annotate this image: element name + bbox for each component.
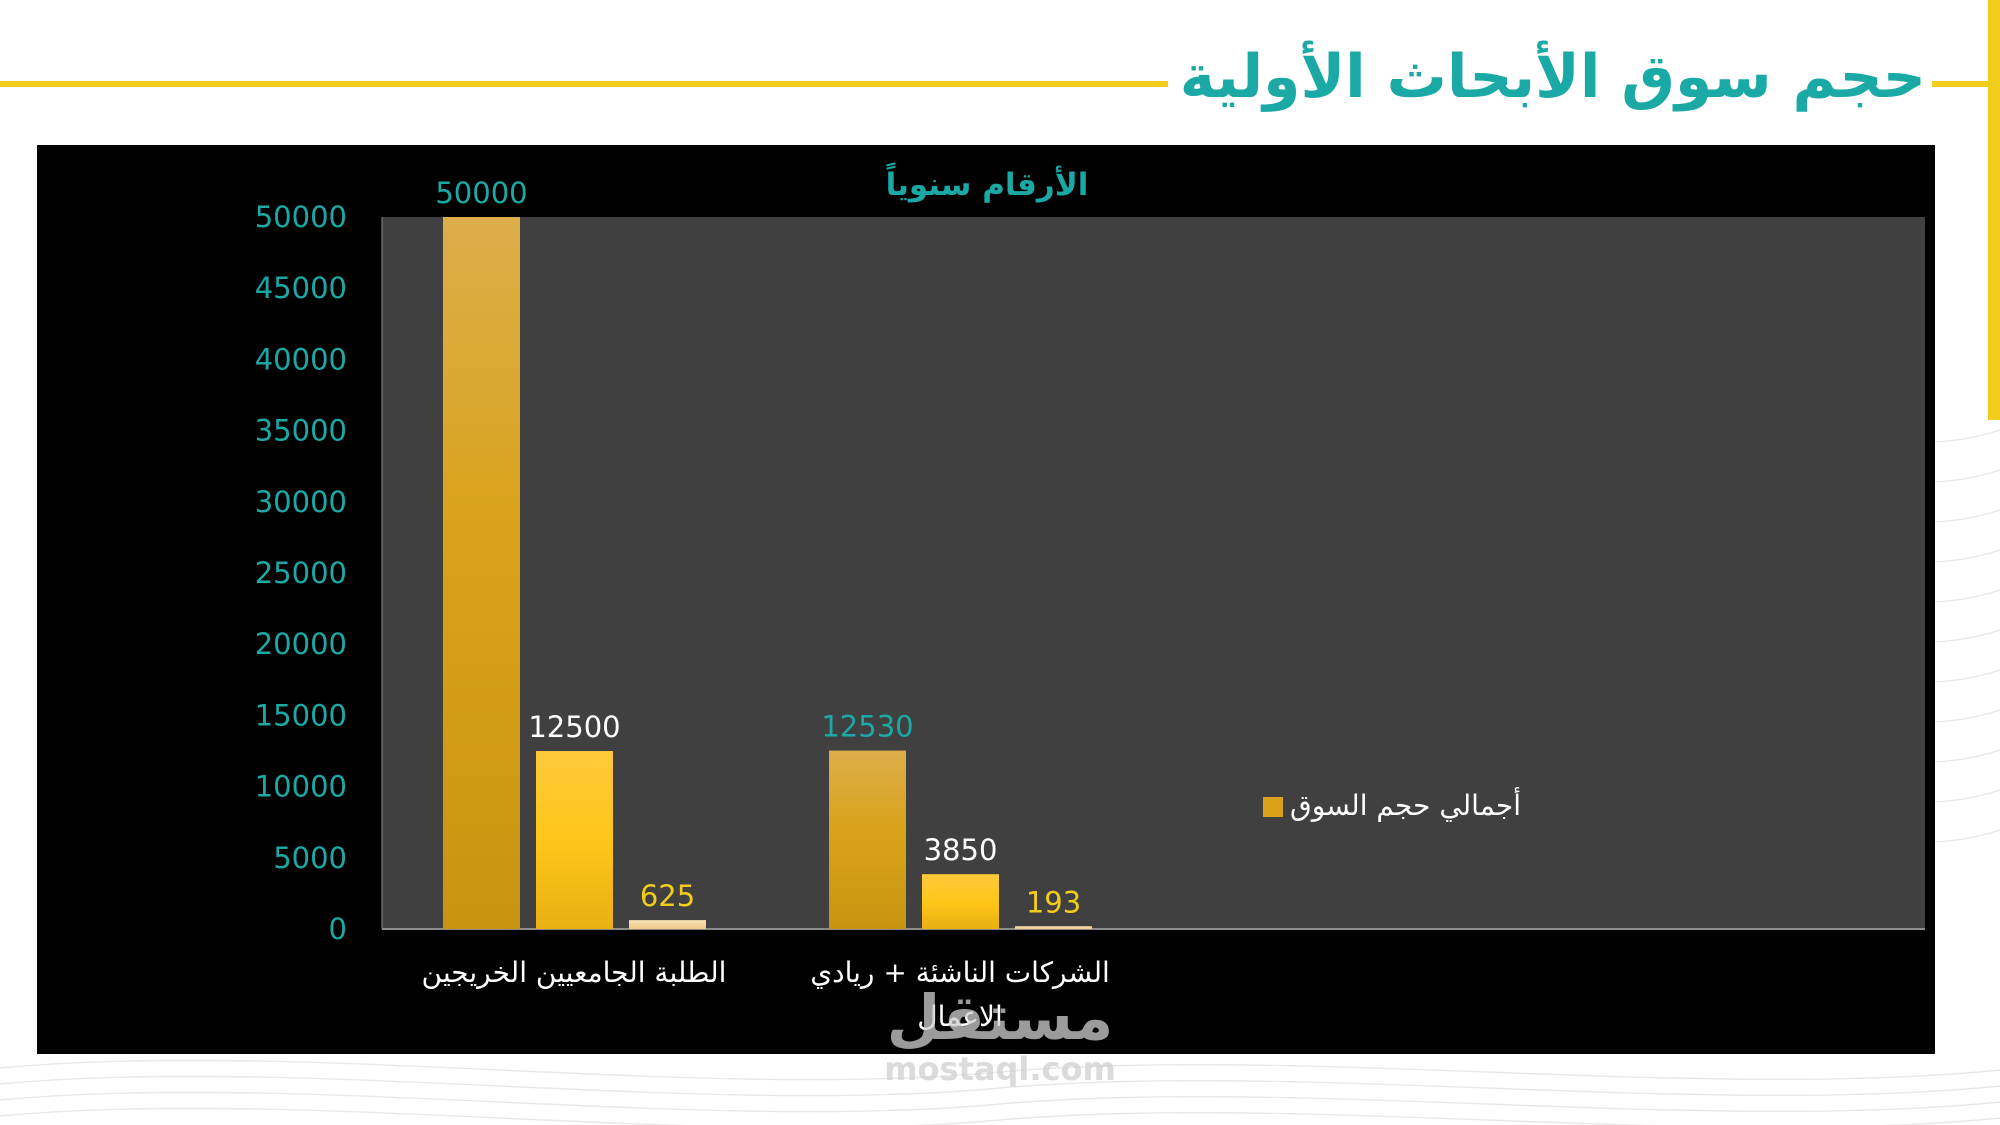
watermark-logo: مستقل: [886, 981, 1114, 1054]
bar-cat0-series2: [629, 920, 706, 929]
legend-label: أجمالي حجم السوق: [1290, 786, 1521, 822]
value-label-cat1-series1: 3850: [924, 833, 998, 867]
x-category-label-0-line0: الطلبة الجامعيين الخريجين: [422, 956, 727, 989]
bar-chart: الأرقام سنوياً 0 5000 10000 15000 20000 25000…: [255, 162, 1925, 1033]
y-axis-ticks: 0 5000 10000 15000 20000 25000 30000 35000 40000…: [255, 200, 347, 946]
y-tick-label-9: 45000: [255, 271, 347, 305]
legend: أجمالي حجم السوق: [1263, 786, 1521, 822]
bars-group: [443, 217, 1092, 929]
legend-swatch: [1263, 797, 1283, 817]
y-tick-label-2: 10000: [255, 770, 347, 804]
y-tick-label-6: 30000: [255, 485, 347, 519]
chart-title: الأرقام سنوياً: [886, 162, 1089, 203]
data-labels: 50000 12500 625 12530 3850 193: [435, 176, 1081, 919]
x-axis-categories: الطلبة الجامعيين الخريجين الشركات الناشئة…: [422, 956, 1110, 1033]
bar-cat1-series2: [1015, 926, 1092, 929]
title-rule-right: [1932, 81, 2000, 87]
y-tick-label-1: 5000: [273, 841, 347, 875]
y-tick-label-7: 35000: [255, 414, 347, 448]
bar-cat0-series1: [536, 751, 613, 929]
chart-container: الأرقام سنوياً 0 5000 10000 15000 20000 25000…: [37, 145, 1935, 1054]
plot-area: [382, 217, 1925, 929]
title-rule-left: [0, 81, 1168, 87]
value-label-cat0-series0: 50000: [435, 176, 527, 210]
value-label-cat1-series2: 193: [1026, 885, 1081, 919]
y-tick-label-3: 15000: [255, 698, 347, 732]
accent-bar-right: [1988, 0, 2000, 420]
bar-cat1-series1: [922, 874, 999, 929]
value-label-cat0-series1: 12500: [528, 710, 620, 744]
watermark-url: mostaql.com: [884, 1050, 1116, 1088]
y-tick-label-10: 50000: [255, 200, 347, 234]
x-category-label-1-line0: الشركات الناشئة + ريادي: [810, 956, 1110, 989]
slide-title: حجم سوق الأبحاث الأولية: [1179, 42, 1926, 112]
y-tick-label-8: 40000: [255, 342, 347, 376]
y-tick-label-4: 20000: [255, 627, 347, 661]
watermark: مستقل mostaql.com: [860, 981, 1140, 1088]
bar-cat0-series0: [443, 217, 520, 929]
y-tick-label-5: 25000: [255, 556, 347, 590]
bar-cat1-series0: [829, 750, 906, 929]
value-label-cat0-series2: 625: [640, 879, 695, 913]
x-category-label-1-line1: الاعمال: [917, 1000, 1003, 1033]
y-tick-label-0: 0: [329, 912, 347, 946]
value-label-cat1-series0: 12530: [821, 710, 913, 744]
